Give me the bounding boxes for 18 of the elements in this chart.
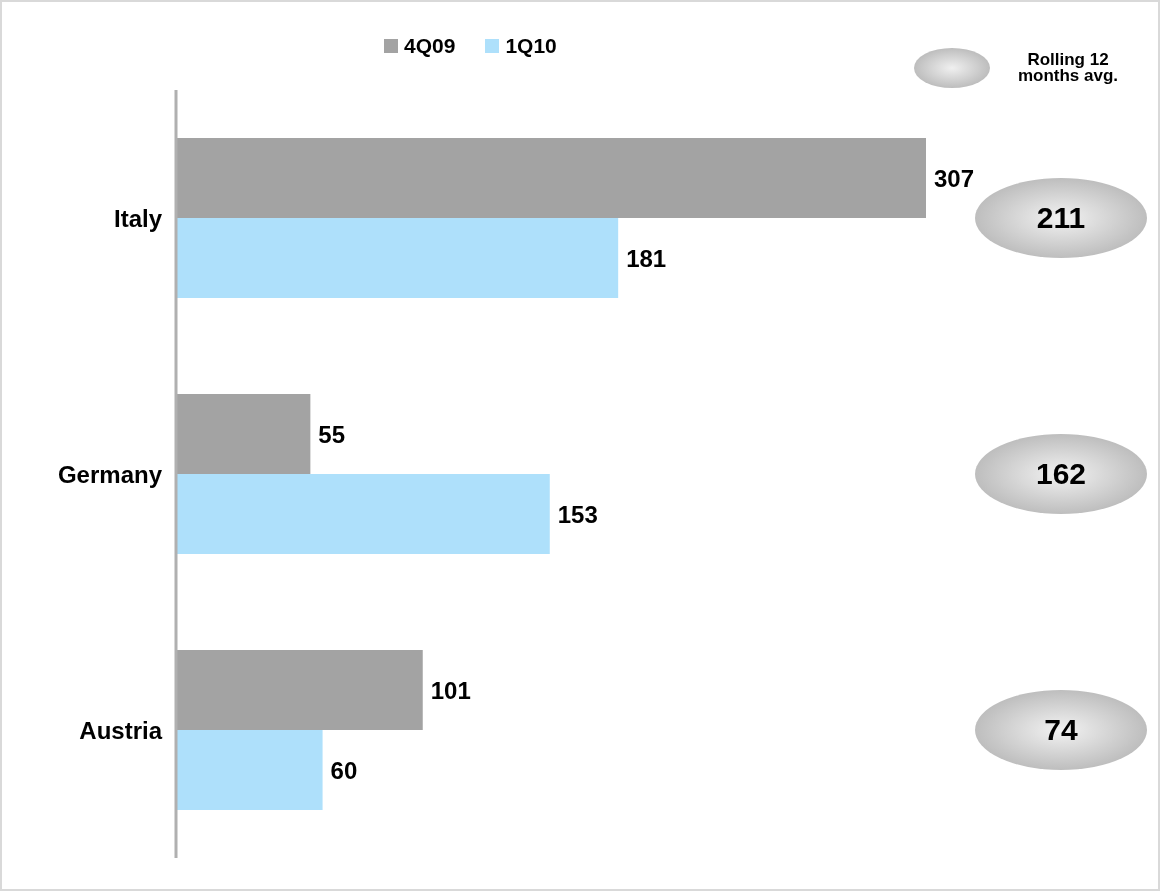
data-label: 181 <box>626 244 667 272</box>
data-label: 153 <box>557 500 598 528</box>
data-label: 101 <box>430 676 471 704</box>
data-label: 55 <box>318 420 346 448</box>
bar <box>176 218 619 298</box>
y-tick-label: Italy <box>113 204 163 232</box>
legend-label: 4Q09 <box>404 34 456 58</box>
bar <box>176 394 311 474</box>
bar <box>176 730 323 810</box>
bar <box>176 474 550 554</box>
y-tick-label: Austria <box>79 716 163 744</box>
bar <box>176 138 926 218</box>
y-tick-label: Germany <box>57 460 163 488</box>
bar <box>176 650 423 730</box>
data-label: 60 <box>330 756 358 784</box>
text: Rolling 12 months avg. <box>1016 50 1120 85</box>
data-label: 307 <box>934 164 975 192</box>
legend-label: 1Q10 <box>505 34 557 58</box>
